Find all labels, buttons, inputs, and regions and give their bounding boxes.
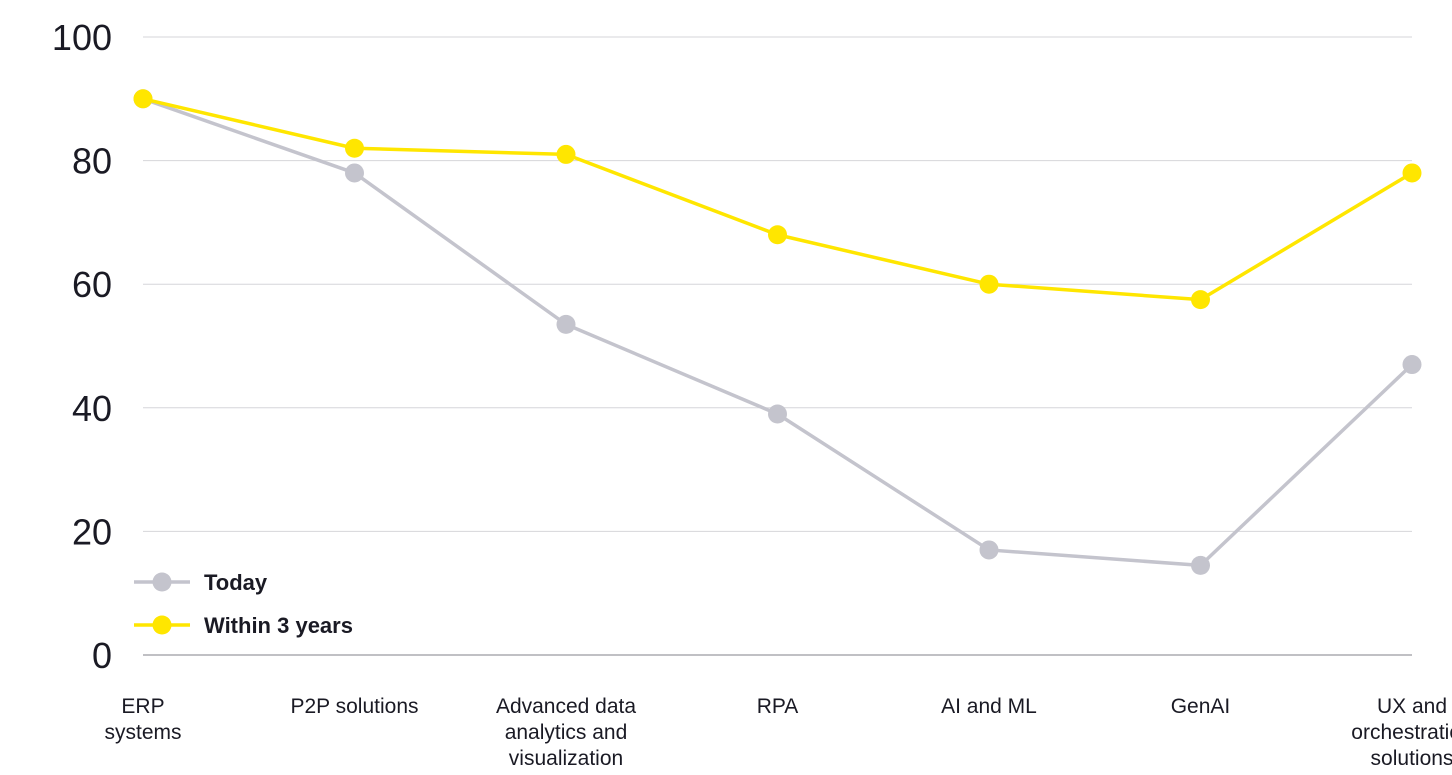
legend-marker [152, 572, 172, 592]
legend-item: Today [134, 570, 268, 595]
x-tick-label-line: AI and ML [941, 695, 1037, 718]
legend-marker [152, 615, 172, 635]
x-tick-label-line: systems [104, 721, 181, 744]
x-tick-label-line: orchestration [1351, 721, 1452, 744]
grid-lines [143, 36, 1412, 656]
data-point [768, 225, 787, 245]
legend: Today Within 3 years [134, 570, 353, 638]
x-tick-label-line: GenAI [1171, 695, 1231, 718]
data-point [133, 89, 153, 109]
data-point [1402, 355, 1422, 375]
x-tick-label-line: RPA [757, 695, 799, 718]
y-axis-tick-labels: 0 20 40 60 80 100 [52, 17, 112, 676]
x-tick-label: ERP systems [104, 695, 181, 744]
y-tick-label: 100 [52, 17, 112, 58]
y-tick-label: 40 [72, 388, 112, 429]
data-point [556, 314, 576, 334]
x-tick-label-line: analytics and [505, 721, 628, 744]
x-axis-tick-labels: ERP systems P2P solutions Advanced data anal… [104, 695, 1452, 770]
series-line [142, 97, 1414, 568]
x-tick-label: GenAI [1171, 695, 1231, 718]
x-tick-label: RPA [757, 695, 799, 718]
y-tick-label: 80 [72, 141, 112, 182]
legend-item: Within 3 years [134, 613, 353, 638]
series-within-3-years [133, 89, 1422, 310]
data-point [979, 274, 999, 294]
x-tick-label-line: P2P solutions [290, 695, 418, 718]
series-line [142, 97, 1413, 302]
x-tick-label-line: visualization [509, 747, 623, 770]
x-tick-label: UX and orchestration solutions [1351, 695, 1452, 770]
legend-label: Today [204, 570, 268, 595]
x-tick-label-line: ERP [121, 695, 164, 718]
data-point [1402, 163, 1422, 183]
x-tick-label: Advanced data analytics and visualization [496, 695, 636, 770]
x-tick-label: AI and ML [941, 695, 1037, 718]
data-point [1191, 555, 1210, 575]
data-point [345, 138, 364, 158]
legend-label: Within 3 years [204, 613, 353, 638]
y-tick-label: 20 [72, 511, 112, 552]
data-point [768, 404, 787, 424]
data-point [556, 144, 576, 164]
x-tick-label-line: solutions [1371, 747, 1452, 770]
x-tick-label-line: Advanced data [496, 695, 636, 718]
series-today [133, 89, 1422, 575]
x-tick-label: P2P solutions [290, 695, 418, 718]
data-point [345, 163, 364, 183]
x-tick-label-line: UX and [1377, 695, 1447, 718]
y-tick-label: 60 [72, 264, 112, 305]
y-tick-label: 0 [92, 635, 112, 676]
data-point [979, 540, 999, 560]
data-point [1191, 290, 1210, 310]
series-layer [133, 89, 1422, 575]
